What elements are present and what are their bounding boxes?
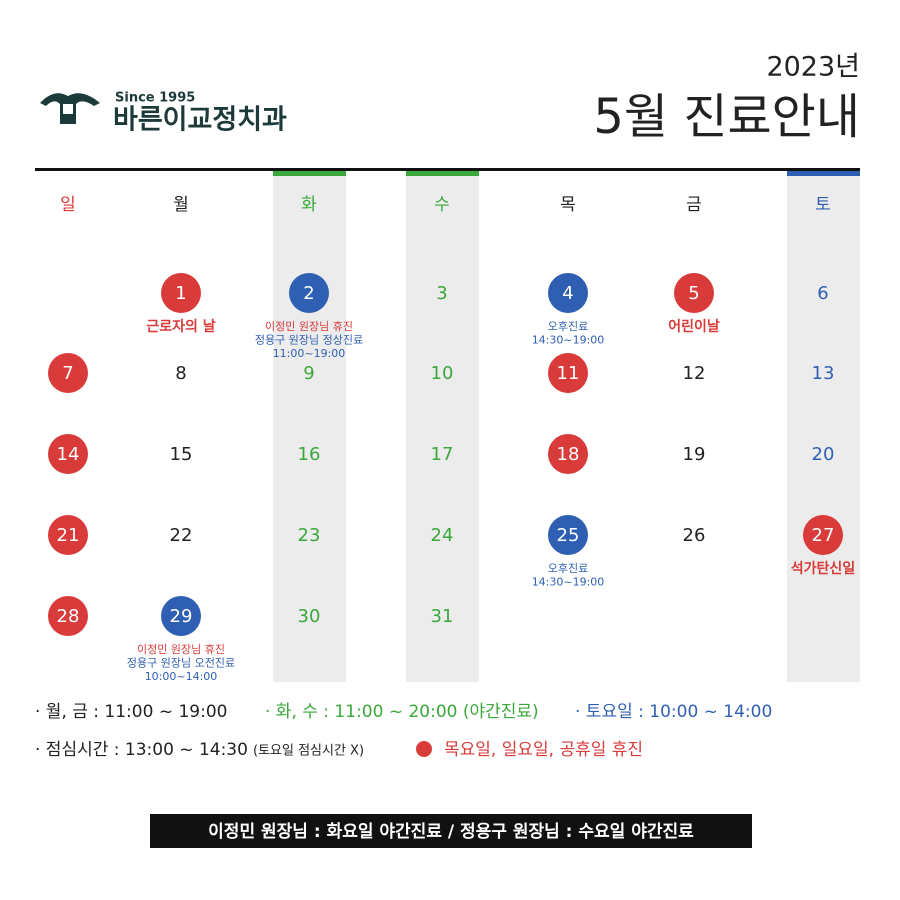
legend-mon-fri: · 월, 금 : 11:00 ~ 19:00 [35,702,227,722]
column-shade [406,172,479,682]
day-circle [548,353,588,393]
day-note: 어린이날 [668,318,720,335]
weekday-label: 금 [686,195,702,215]
day-number: 27 [812,525,835,546]
column-top-border [787,171,860,176]
legend-tue-wed: · 화, 수 : 11:00 ~ 20:00 (야간진료) [265,702,539,722]
column-top-border [406,171,479,176]
day-circle [48,515,88,555]
day-note: 근로자의 날 [146,318,215,335]
day-note: 이정민 원장님 휴진 [265,320,353,333]
day-number: 11 [557,363,580,384]
column-shade [273,172,346,682]
footer-bar [150,814,752,848]
day-number: 25 [557,525,580,546]
legend-lunch-note: (토요일 점심시간 X) [253,744,364,759]
day-note: 10:00~14:00 [145,670,218,683]
day-note: 11:00~19:00 [273,347,346,360]
day-number: 16 [298,444,321,465]
day-number: 15 [170,444,193,465]
day-number: 10 [431,363,454,384]
day-number: 9 [303,363,314,384]
day-number: 18 [557,444,580,465]
logo [40,93,100,124]
column-shades [273,171,860,682]
weekday-label: 수 [434,195,450,215]
day-number: 26 [683,525,706,546]
day-note: 오후진료 [548,562,588,575]
day-number: 29 [170,606,193,627]
column-top-border [273,171,346,176]
weekday-label: 목 [560,195,576,215]
day-number: 2 [303,283,314,304]
legend-sat: · 토요일 : 10:00 ~ 14:00 [575,702,772,722]
day-number: 12 [683,363,706,384]
weekday-label: 토 [815,195,831,215]
day-number: 5 [688,283,699,304]
legend-lunch: · 점심시간 : 13:00 ~ 14:30 [35,740,248,760]
weekday-label: 월 [173,195,189,215]
legend-closed: 목요일, 일요일, 공휴일 휴진 [444,740,643,760]
day-circle [48,353,88,393]
day-number: 31 [431,606,454,627]
day-note: 석가탄신일 [791,560,855,577]
day-number: 3 [436,283,447,304]
weekday-label: 화 [301,195,317,215]
day-number: 22 [170,525,193,546]
day-note: 정용구 원장님 정상진료 [255,334,363,347]
weekday-label: 일 [60,195,76,215]
day-circle [674,273,714,313]
day-note: 이정민 원장님 휴진 [137,643,225,656]
day-number: 7 [62,363,73,384]
day-note: 정용구 원장님 오전진료 [127,657,235,670]
day-note: 14:30~19:00 [532,576,605,589]
day-circle [803,515,843,555]
day-number: 1 [175,283,186,304]
day-number: 28 [57,606,80,627]
day-circle [161,596,201,636]
day-note: 오후진료 [548,320,588,333]
closed-dot [416,741,432,757]
day-number: 14 [57,444,80,465]
logo-icon-bracket [63,104,73,114]
day-number: 21 [57,525,80,546]
year: 2023년 [766,52,860,83]
since: Since 1995 [115,91,195,106]
day-number: 4 [562,283,573,304]
day-number: 24 [431,525,454,546]
day-number: 19 [683,444,706,465]
clinic-name: 바른이교정치과 [113,105,287,136]
day-circle [289,273,329,313]
day-circle [548,515,588,555]
column-shade [787,172,860,682]
day-number: 8 [175,363,186,384]
day-circle [161,273,201,313]
day-note: 14:30~19:00 [532,334,605,347]
day-number: 30 [298,606,321,627]
day-circle [548,434,588,474]
day-number: 13 [812,363,835,384]
header-rule [35,168,860,171]
day-circle [48,596,88,636]
day-number: 6 [817,283,828,304]
day-number: 20 [812,444,835,465]
day-number: 17 [431,444,454,465]
day-circle [48,434,88,474]
day-number: 23 [298,525,321,546]
footer-text: 이정민 원장님 : 화요일 야간진료 / 정용구 원장님 : 수요일 야간진료 [208,822,694,842]
day-circle [548,273,588,313]
title: 5월 진료안내 [593,89,860,145]
